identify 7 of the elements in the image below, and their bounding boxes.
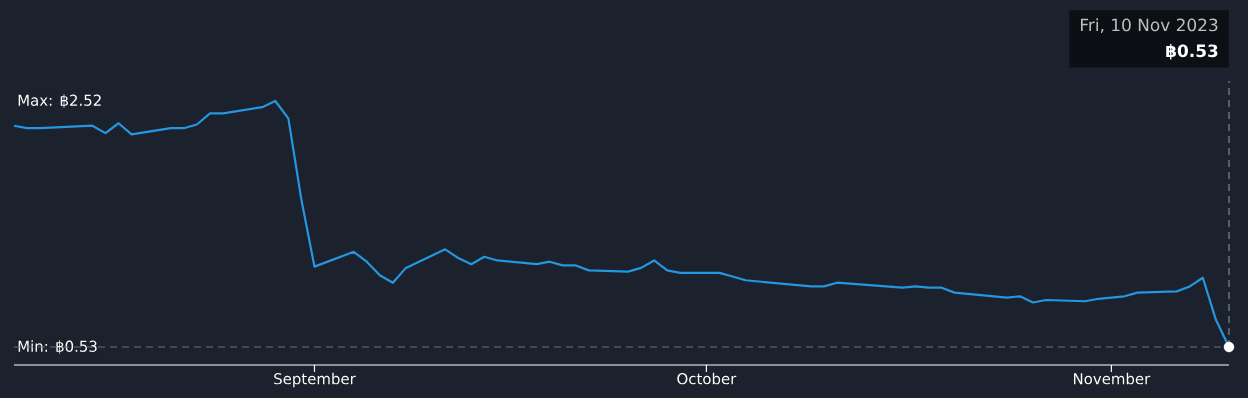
x-tick-label: September — [274, 372, 356, 388]
y-tick-label: Max: ฿2.52 — [18, 94, 101, 108]
x-tick-label: October — [677, 372, 737, 385]
y-tick-label: Min: ฿0.53 — [18, 340, 97, 354]
x-tick-label: November — [1073, 372, 1151, 385]
text: Fri, 10 Nov 2023 — [1081, 18, 1218, 34]
text: ฿0.53 — [1166, 44, 1218, 60]
